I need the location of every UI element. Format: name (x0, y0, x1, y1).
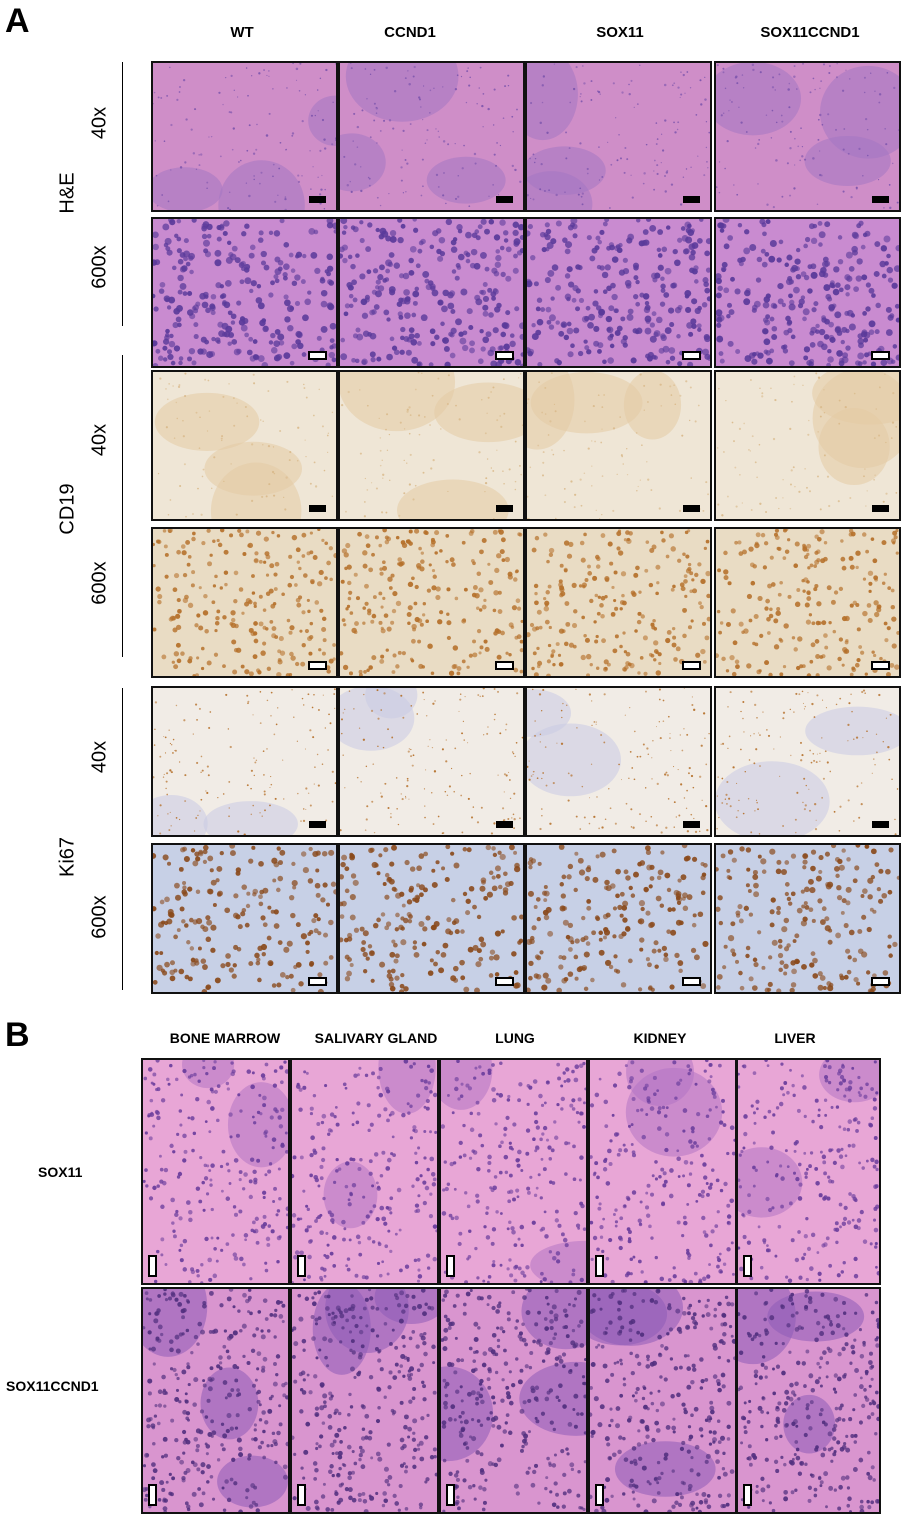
scale-bar (495, 977, 514, 986)
scale-bar (683, 821, 700, 828)
micrograph-sox11ccnd1-liver (736, 1287, 881, 1514)
micrograph-ki67-600x-ccnd1 (338, 843, 525, 994)
scale-bar (496, 505, 513, 512)
micrograph-he-40x-sox11 (525, 61, 712, 212)
scale-bar (496, 821, 513, 828)
scale-bar (871, 977, 890, 986)
micrograph-cd19-40x-ccnd1 (338, 370, 525, 521)
scale-bar (446, 1255, 455, 1277)
panel-b-letter: B (5, 1016, 30, 1054)
micrograph-cd19-600x-sox11 (525, 527, 712, 678)
scale-bar (871, 661, 890, 670)
micrograph-cd19-600x-ccnd1 (338, 527, 525, 678)
group-line-he (122, 62, 123, 326)
scale-bar (297, 1484, 306, 1506)
stain-label-he: H&E (56, 172, 79, 214)
micrograph-sox11-bone-marrow (141, 1058, 290, 1285)
micrograph-he-600x-sox11 (525, 217, 712, 368)
micrograph-he-600x-sox11ccnd1 (714, 217, 901, 368)
micrograph-he-40x-wt (151, 61, 338, 212)
mag-label-he-40x: 40x (88, 106, 111, 140)
micrograph-he-40x-sox11ccnd1 (714, 61, 901, 212)
scale-bar (308, 661, 327, 670)
micrograph-sox11ccnd1-kidney (588, 1287, 737, 1514)
stain-label-ki67: Ki67 (56, 836, 79, 878)
scale-bar (872, 505, 889, 512)
scale-bar (446, 1484, 455, 1506)
micrograph-ki67-600x-sox11 (525, 843, 712, 994)
micrograph-ki67-40x-sox11 (525, 686, 712, 837)
column-header-sox11ccnd1: SOX11CCND1 (760, 24, 860, 41)
scale-bar (297, 1255, 306, 1277)
column-header-bone-marrow: BONE MARROW (169, 1030, 281, 1046)
scale-bar (148, 1255, 157, 1277)
scale-bar (595, 1255, 604, 1277)
mag-label-cd19-40x: 40x (88, 423, 111, 457)
micrograph-sox11-liver (736, 1058, 881, 1285)
scale-bar (495, 661, 514, 670)
scale-bar (595, 1484, 604, 1506)
scale-bar (495, 351, 514, 360)
mag-label-ki67-600x: 600x (88, 895, 111, 939)
row-header-sox11: SOX11 (38, 1164, 83, 1180)
scale-bar (682, 351, 701, 360)
column-header-kidney: KIDNEY (633, 1030, 687, 1046)
micrograph-sox11-kidney (588, 1058, 737, 1285)
micrograph-sox11ccnd1-bone-marrow (141, 1287, 290, 1514)
column-header-sox11: SOX11 (596, 24, 644, 41)
stain-label-cd19: CD19 (56, 483, 79, 535)
micrograph-ki67-40x-ccnd1 (338, 686, 525, 837)
scale-bar (683, 505, 700, 512)
micrograph-he-40x-ccnd1 (338, 61, 525, 212)
micrograph-cd19-600x-wt (151, 527, 338, 678)
column-header-salivary-gland: SALIVARY GLAND (314, 1030, 438, 1046)
column-header-liver: LIVER (774, 1030, 816, 1046)
scale-bar (148, 1484, 157, 1506)
group-line-ki67 (122, 688, 123, 990)
micrograph-ki67-40x-sox11ccnd1 (714, 686, 901, 837)
row-header-sox11ccnd1: SOX11CCND1 (6, 1378, 99, 1394)
mag-label-cd19-600x: 600x (88, 561, 111, 605)
mag-label-ki67-40x: 40x (88, 740, 111, 774)
micrograph-ki67-40x-wt (151, 686, 338, 837)
micrograph-cd19-600x-sox11ccnd1 (714, 527, 901, 678)
micrograph-sox11-lung (439, 1058, 588, 1285)
column-header-lung: LUNG (495, 1030, 535, 1046)
micrograph-cd19-40x-sox11ccnd1 (714, 370, 901, 521)
scale-bar (309, 196, 326, 203)
scale-bar (683, 196, 700, 203)
column-header-ccnd1: CCND1 (384, 24, 436, 41)
scale-bar (308, 977, 327, 986)
scale-bar (682, 661, 701, 670)
micrograph-sox11-salivary-gland (290, 1058, 439, 1285)
mag-label-he-600x: 600x (88, 245, 111, 289)
micrograph-ki67-600x-wt (151, 843, 338, 994)
micrograph-sox11ccnd1-salivary-gland (290, 1287, 439, 1514)
scale-bar (496, 196, 513, 203)
scale-bar (871, 351, 890, 360)
micrograph-cd19-40x-wt (151, 370, 338, 521)
scale-bar (743, 1255, 752, 1277)
micrograph-he-600x-ccnd1 (338, 217, 525, 368)
scale-bar (872, 821, 889, 828)
scale-bar (872, 196, 889, 203)
column-header-wt: WT (230, 24, 254, 41)
micrograph-ki67-600x-sox11ccnd1 (714, 843, 901, 994)
panel-a-letter: A (5, 2, 30, 40)
scale-bar (309, 505, 326, 512)
group-line-cd19 (122, 355, 123, 657)
scale-bar (309, 821, 326, 828)
micrograph-sox11ccnd1-lung (439, 1287, 588, 1514)
micrograph-cd19-40x-sox11 (525, 370, 712, 521)
scale-bar (308, 351, 327, 360)
scale-bar (682, 977, 701, 986)
scale-bar (743, 1484, 752, 1506)
micrograph-he-600x-wt (151, 217, 338, 368)
